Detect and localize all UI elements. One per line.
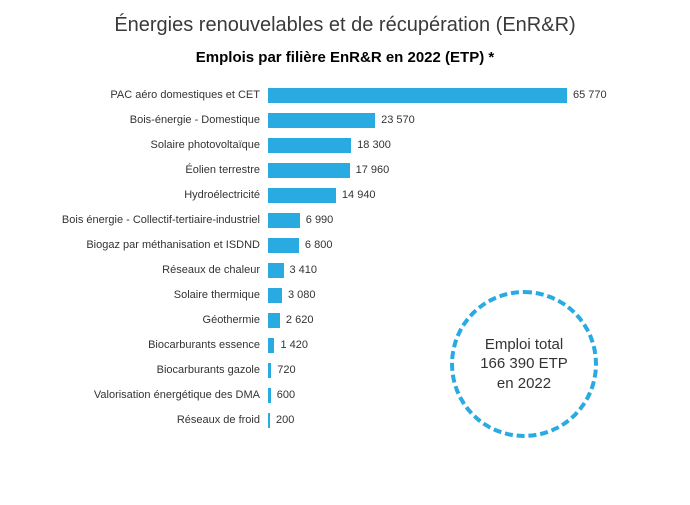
callout-line-3: en 2022: [497, 374, 551, 394]
bar-zone: 14 940: [268, 188, 376, 203]
bar: [268, 88, 567, 103]
bar-zone: 2 620: [268, 313, 313, 328]
bar-value: 3 410: [290, 264, 318, 276]
bar-zone: 6 800: [268, 238, 332, 253]
bar-zone: 17 960: [268, 163, 389, 178]
bar-value: 720: [277, 364, 295, 376]
bar-row: Éolien terrestre 17 960: [40, 159, 690, 181]
bar-zone: 720: [268, 363, 296, 378]
bar: [268, 363, 271, 378]
bar-zone: 1 420: [268, 338, 308, 353]
bar-zone: 3 080: [268, 288, 316, 303]
bar: [268, 288, 282, 303]
bar-value: 200: [276, 414, 294, 426]
bar-label: Solaire photovoltaïque: [40, 139, 268, 151]
bar: [268, 338, 274, 353]
bar-label: Éolien terrestre: [40, 164, 268, 176]
bar-label: Bois-énergie - Domestique: [40, 114, 268, 126]
total-callout: Emploi total 166 390 ETP en 2022: [450, 290, 598, 438]
callout-line-1: Emploi total: [485, 335, 563, 355]
bar: [268, 388, 271, 403]
bar: [268, 263, 284, 278]
bar-zone: 65 770: [268, 88, 607, 103]
bar-label: Hydroélectricité: [40, 189, 268, 201]
bar-row: Géothermie 2 620: [40, 309, 690, 331]
bar-row: Biogaz par méthanisation et ISDND 6 800: [40, 234, 690, 256]
bar-row: Bois-énergie - Domestique 23 570: [40, 109, 690, 131]
bar-label: Bois énergie - Collectif-tertiaire-indus…: [40, 214, 268, 226]
bar-label: Biocarburants essence: [40, 339, 268, 351]
bar-label: Biogaz par méthanisation et ISDND: [40, 239, 268, 251]
bar-zone: 600: [268, 388, 295, 403]
bar: [268, 188, 336, 203]
bar-zone: 23 570: [268, 113, 415, 128]
bar-row: Réseaux de chaleur 3 410: [40, 259, 690, 281]
bar-value: 18 300: [357, 139, 391, 151]
bar-value: 17 960: [356, 164, 390, 176]
bar-row: PAC aéro domestiques et CET 65 770: [40, 84, 690, 106]
bar-label: Biocarburants gazole: [40, 364, 268, 376]
bar-zone: 200: [268, 413, 294, 428]
bar: [268, 213, 300, 228]
bar-label: PAC aéro domestiques et CET: [40, 89, 268, 101]
bar-value: 23 570: [381, 114, 415, 126]
page-title: Énergies renouvelables et de récupératio…: [0, 14, 690, 37]
bar: [268, 163, 350, 178]
bar-label: Géothermie: [40, 314, 268, 326]
bar-row: Réseaux de froid 200: [40, 409, 690, 431]
chart-title: Emplois par filière EnR&R en 2022 (ETP) …: [0, 49, 690, 66]
bar-value: 65 770: [573, 89, 607, 101]
bar-value: 2 620: [286, 314, 314, 326]
bar-label: Valorisation énergétique des DMA: [40, 389, 268, 401]
bar: [268, 313, 280, 328]
bar: [268, 413, 270, 428]
bar-value: 14 940: [342, 189, 376, 201]
bar-label: Réseaux de chaleur: [40, 264, 268, 276]
bar-zone: 3 410: [268, 263, 317, 278]
bar: [268, 238, 299, 253]
bar-row: Solaire photovoltaïque 18 300: [40, 134, 690, 156]
bar-row: Solaire thermique 3 080: [40, 284, 690, 306]
bar: [268, 113, 375, 128]
bar-value: 600: [277, 389, 295, 401]
bar-value: 1 420: [280, 339, 308, 351]
bar-zone: 6 990: [268, 213, 333, 228]
callout-line-2: 166 390 ETP: [480, 354, 568, 374]
bar-value: 6 800: [305, 239, 333, 251]
bar-row: Hydroélectricité 14 940: [40, 184, 690, 206]
bar-zone: 18 300: [268, 138, 391, 153]
bar-label: Réseaux de froid: [40, 414, 268, 426]
bar-row: Bois énergie - Collectif-tertiaire-indus…: [40, 209, 690, 231]
bar-value: 6 990: [306, 214, 334, 226]
bar-value: 3 080: [288, 289, 316, 301]
bar: [268, 138, 351, 153]
bar-label: Solaire thermique: [40, 289, 268, 301]
